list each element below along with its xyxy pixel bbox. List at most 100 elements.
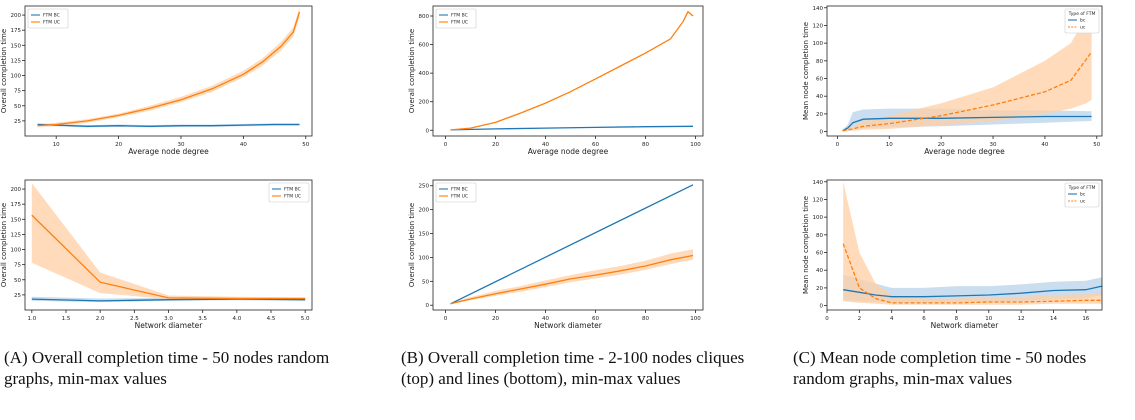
y-tick-label: 100 xyxy=(11,248,22,254)
y-tick-label: 120 xyxy=(813,23,824,29)
chart-b-bottom: 0 20 40 60 80 100 0 50 100 150 200 250 Network diame… xyxy=(408,179,704,330)
y-tick-label: 75 xyxy=(14,263,21,269)
caption-c-label: (C) xyxy=(793,348,816,367)
x-tick-label: 3.0 xyxy=(164,316,173,322)
y-axis-label: Overall completion time xyxy=(408,29,416,113)
x-tick-label: 2.0 xyxy=(96,316,105,322)
x-tick-label: 40 xyxy=(1041,142,1048,148)
x-tick-label: 30 xyxy=(990,142,997,148)
legend-box xyxy=(435,8,477,29)
legend-label: FTM UC xyxy=(284,194,301,200)
legend-box xyxy=(1064,182,1100,208)
chart-c-top: 0 10 20 30 40 50 0 20 40 60 80 100 120 140 Average nod… xyxy=(802,5,1103,156)
chart-c-bottom: 0 2 4 6 8 10 12 14 16 0 20 40 60 80 100 120 140 Network d… xyxy=(802,179,1103,330)
x-tick-label: 3.5 xyxy=(198,316,207,322)
x-tick-label: 6 xyxy=(922,316,926,322)
y-tick-label: 60 xyxy=(816,77,823,83)
x-tick-label: 40 xyxy=(542,316,549,322)
x-tick-label: 50 xyxy=(1093,142,1100,148)
x-tick-label: 30 xyxy=(177,142,184,148)
chart-a-top: 10 20 30 40 50 25 50 75 100 125 150 175 200 Average n… xyxy=(0,5,313,156)
y-axis-label: Overall completion time xyxy=(408,203,416,287)
x-tick-label: 0 xyxy=(444,142,448,148)
y-axis-label: Mean node completion time xyxy=(802,196,810,294)
y-tick-label: 200 xyxy=(11,13,22,19)
series-line-ftm-bc xyxy=(37,123,300,127)
y-tick-label: 125 xyxy=(11,232,22,238)
legend-label: FTM UC xyxy=(43,20,60,26)
x-axis-label: Network diameter xyxy=(931,321,1000,330)
caption-a-text: Overall completion time - 50 nodes rando… xyxy=(4,348,330,388)
x-tick-label: 10 xyxy=(985,316,992,322)
legend-label: FTM UC xyxy=(451,194,468,200)
y-tick-label: 20 xyxy=(816,286,823,292)
x-tick-label: 1.5 xyxy=(62,316,71,322)
y-tick-label: 50 xyxy=(422,279,429,285)
x-tick-label: 20 xyxy=(115,142,122,148)
x-tick-label: 80 xyxy=(642,316,649,322)
y-tick-label: 50 xyxy=(14,104,21,110)
series-line-bc xyxy=(843,285,1103,298)
legend-label: FTM BC xyxy=(284,187,301,193)
y-axis-label: Mean node completion time xyxy=(802,22,810,120)
legend-label: FTM UC xyxy=(451,20,468,26)
y-tick-label: 75 xyxy=(14,89,21,95)
legend-label: uc xyxy=(1080,26,1086,31)
y-tick-label: 100 xyxy=(813,41,824,47)
plot-frame xyxy=(24,5,313,137)
y-axis-label: Overall completion time xyxy=(0,29,8,113)
legend-label: uc xyxy=(1080,200,1086,205)
y-tick-label: 100 xyxy=(813,215,824,221)
y-tick-label: 80 xyxy=(816,59,823,65)
x-tick-label: 5.0 xyxy=(301,316,310,322)
y-tick-label: 140 xyxy=(813,180,824,186)
y-tick-label: 25 xyxy=(14,119,21,125)
y-tick-label: 40 xyxy=(816,94,823,100)
y-tick-label: 150 xyxy=(11,43,22,49)
x-axis-label: Network diameter xyxy=(534,321,603,330)
y-tick-label: 125 xyxy=(11,58,22,64)
y-tick-label: 175 xyxy=(11,28,22,34)
x-tick-label: 60 xyxy=(592,316,599,322)
series-line-ftm-bc xyxy=(31,298,306,302)
y-tick-label: 0 xyxy=(426,303,430,309)
x-tick-label: 4 xyxy=(890,316,894,322)
y-tick-label: 200 xyxy=(11,187,22,193)
x-tick-label: 100 xyxy=(690,142,701,148)
y-tick-label: 100 xyxy=(11,74,22,80)
x-tick-label: 4.0 xyxy=(232,316,241,322)
x-axis-label: Average node degree xyxy=(128,147,209,156)
x-tick-label: 40 xyxy=(240,142,247,148)
x-axis-label: Network diameter xyxy=(135,321,204,330)
y-tick-label: 150 xyxy=(11,217,22,223)
legend-box xyxy=(27,8,69,29)
x-tick-label: 60 xyxy=(592,142,599,148)
legend-label: FTM BC xyxy=(43,13,60,19)
series-band-ftm-uc xyxy=(31,183,306,300)
series-band-uc xyxy=(842,12,1092,132)
x-tick-label: 16 xyxy=(1082,316,1089,322)
y-tick-label: 60 xyxy=(816,251,823,257)
series-line-ftm-uc xyxy=(450,10,694,131)
x-tick-label: 10 xyxy=(886,142,893,148)
y-tick-label: 100 xyxy=(419,255,430,261)
x-tick-label: 4.5 xyxy=(267,316,276,322)
caption-b-text: Overall completion time - 2-100 nodes cl… xyxy=(401,348,745,388)
x-tick-label: 8 xyxy=(955,316,959,322)
caption-c: (C) Mean node completion time - 50 nodes… xyxy=(793,347,1133,389)
series-line-uc xyxy=(842,51,1093,132)
y-tick-label: 200 xyxy=(419,208,430,214)
caption-c-text: Mean node completion time - 50 nodes ran… xyxy=(793,348,1087,388)
x-tick-label: 40 xyxy=(542,142,549,148)
y-tick-label: 250 xyxy=(419,184,430,190)
legend-box xyxy=(1064,8,1100,34)
x-tick-label: 80 xyxy=(642,142,649,148)
x-tick-label: 20 xyxy=(938,142,945,148)
series-band-ftm-uc xyxy=(37,7,300,127)
